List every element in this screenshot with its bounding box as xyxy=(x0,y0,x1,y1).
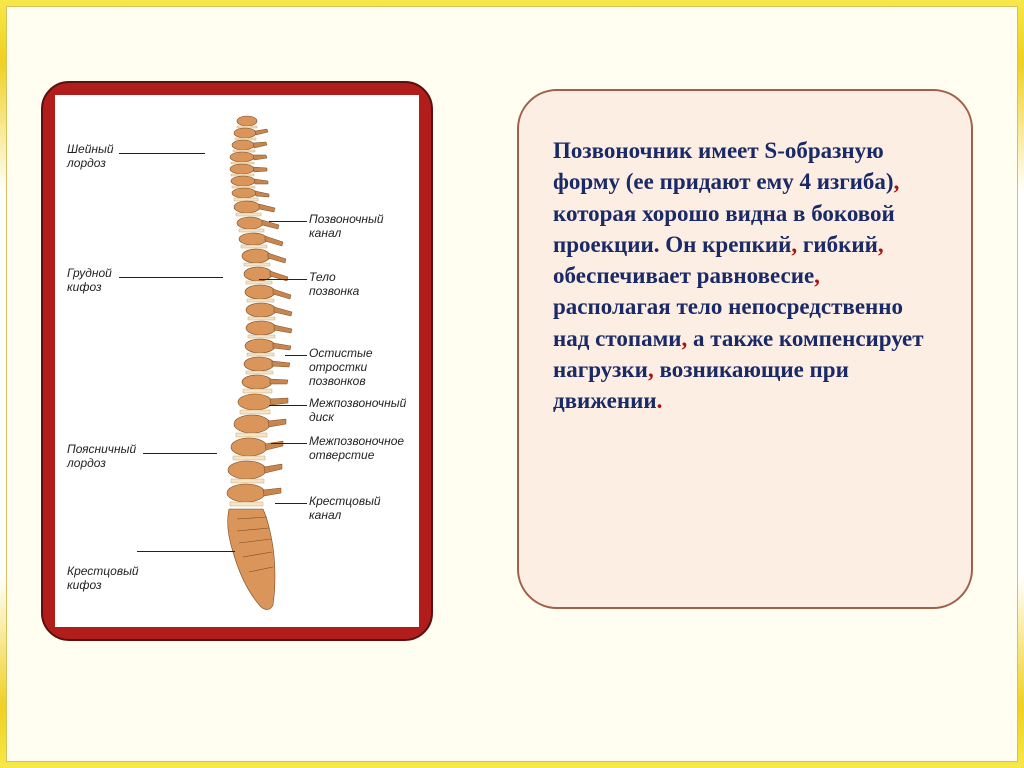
label-thoracic-kyphosis: Груднойкифоз xyxy=(67,267,112,295)
slide-frame-outer: Шейныйлордоз Груднойкифоз Поясничныйлорд… xyxy=(0,0,1024,768)
lead-line xyxy=(269,221,307,222)
lead-line xyxy=(119,277,223,278)
spine-illustration xyxy=(203,107,299,619)
label-intervertebral-foramen: Межпозвоночноеотверстие xyxy=(309,435,404,463)
label-spinous-processes: Остистыеотросткипозвонков xyxy=(309,347,373,388)
slide-frame-inner: Шейныйлордоз Груднойкифоз Поясничныйлорд… xyxy=(6,6,1018,762)
lead-line xyxy=(271,443,307,444)
lead-line xyxy=(259,279,307,280)
lead-line xyxy=(285,355,307,356)
label-sacral-canal: Крестцовыйканал xyxy=(309,495,381,523)
label-lumbar-lordosis: Поясничныйлордоз xyxy=(67,443,136,471)
lead-line xyxy=(143,453,217,454)
lead-line xyxy=(137,551,235,552)
description-text: Позвоночник имеет S-образную форму (ее п… xyxy=(553,135,941,416)
label-intervertebral-disc: Межпозвоночныйдиск xyxy=(309,397,406,425)
spine-diagram-card: Шейныйлордоз Груднойкифоз Поясничныйлорд… xyxy=(41,81,433,641)
spine-diagram-inner: Шейныйлордоз Груднойкифоз Поясничныйлорд… xyxy=(55,95,419,627)
description-card: Позвоночник имеет S-образную форму (ее п… xyxy=(517,89,973,609)
lead-line xyxy=(269,405,307,406)
label-vertebral-canal: Позвоночныйканал xyxy=(309,213,384,241)
label-sacral-kyphosis: Крестцовыйкифоз xyxy=(67,565,139,593)
label-cervical-lordosis: Шейныйлордоз xyxy=(67,143,114,171)
label-vertebral-body: Телопозвонка xyxy=(309,271,359,299)
lead-line xyxy=(275,503,307,504)
lead-line xyxy=(119,153,205,154)
